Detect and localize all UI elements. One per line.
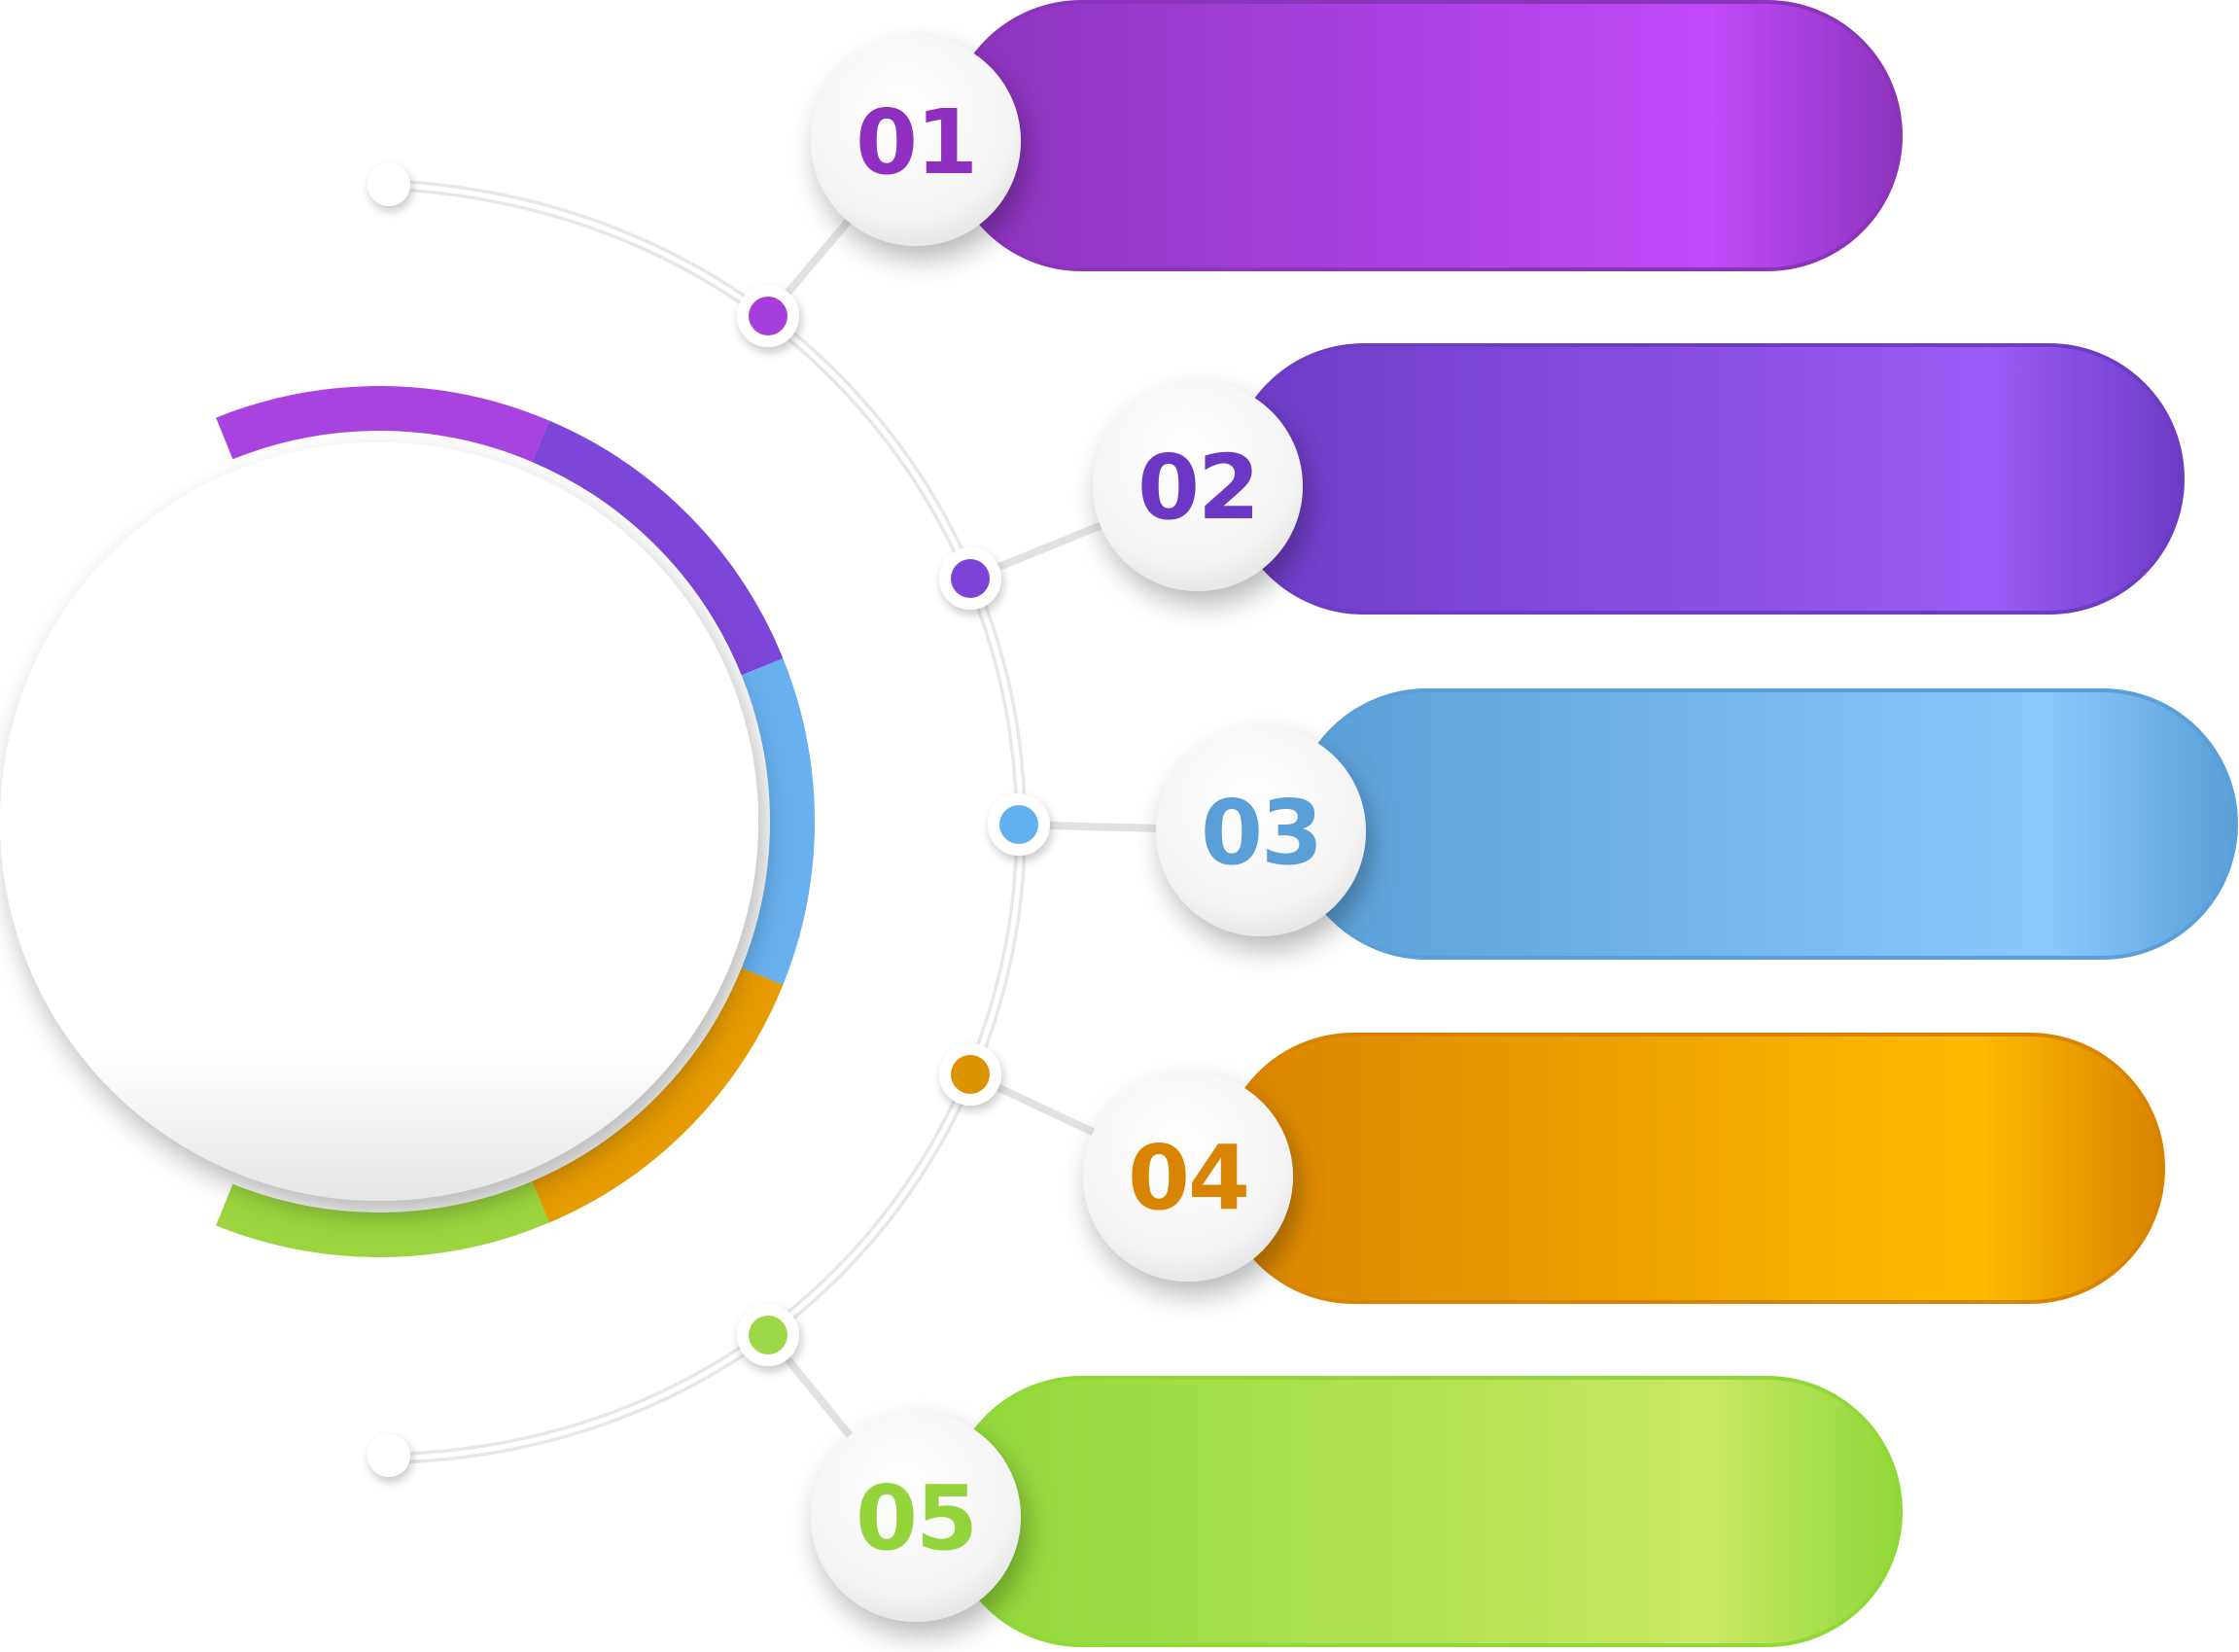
step-number: 05: [856, 1466, 976, 1570]
step-bar: [1228, 343, 2185, 615]
center-ring: [216, 386, 815, 1257]
step-bar: [1291, 688, 2238, 960]
connector-dot: [951, 1055, 990, 1094]
center-circle: [0, 442, 758, 1201]
step-number: 03: [1201, 781, 1321, 885]
step-bars: [946, 0, 2238, 1647]
step-number: 02: [1137, 436, 1258, 540]
step-bar: [1218, 1033, 2165, 1304]
arc-end-cap-top: [367, 163, 410, 206]
spoke-lines: [764, 138, 1262, 1520]
ring-segment: [216, 386, 550, 463]
number-badge: [811, 1412, 1021, 1622]
ring-segment: [216, 1180, 550, 1257]
number-badge: [811, 36, 1021, 246]
step-number: 01: [856, 90, 976, 194]
number-badges: 01 02 03 04 05: [811, 36, 1366, 1622]
ring-segment: [531, 967, 784, 1223]
step-number: 04: [1128, 1126, 1248, 1230]
number-badge: [1156, 726, 1366, 936]
step-bar: [946, 0, 1903, 271]
arc-end-cap-bottom: [367, 1434, 410, 1477]
connector-dot: [749, 1316, 787, 1354]
step-bar: [946, 1376, 1903, 1647]
connector-dot: [951, 559, 990, 598]
number-badge: [1093, 381, 1303, 591]
number-badge: [1083, 1072, 1293, 1282]
connector-dot: [999, 805, 1038, 844]
connector-dot: [749, 297, 787, 335]
ring-segment: [741, 658, 815, 985]
ring-segment: [531, 420, 784, 676]
connector-dots: [737, 285, 1050, 1366]
